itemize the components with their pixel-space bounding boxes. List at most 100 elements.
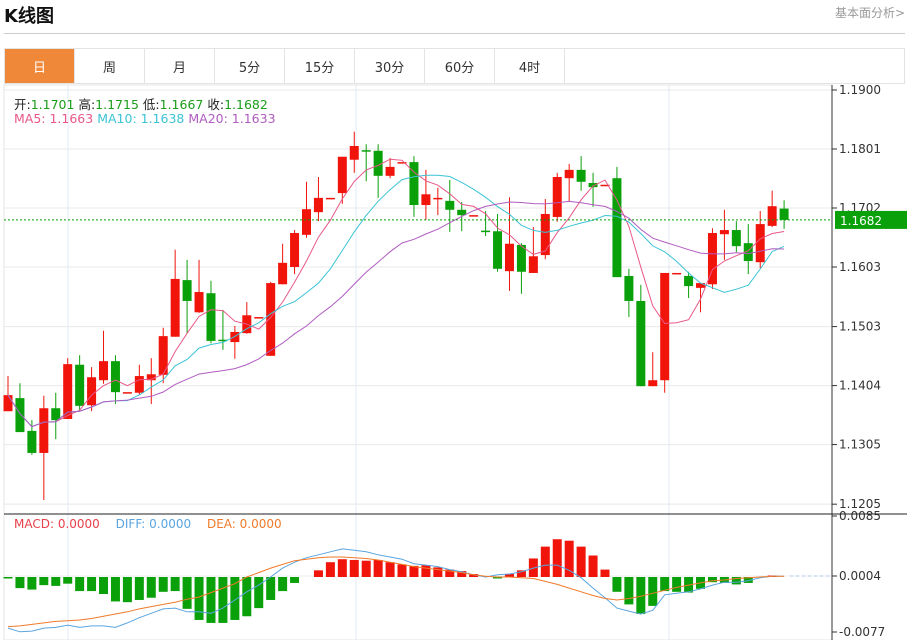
macd-bar <box>206 577 216 623</box>
candle-down <box>445 200 455 210</box>
macd-bar <box>373 559 383 577</box>
macd-bar <box>612 577 622 592</box>
ma10-legend: MA10: 1.1638 <box>97 111 185 126</box>
macd-bar <box>27 577 37 590</box>
tab-week[interactable]: 周 <box>75 49 145 83</box>
macd-bar <box>576 546 586 577</box>
candle-up <box>469 215 479 217</box>
macd-bar <box>707 577 717 583</box>
macd-bar <box>636 577 646 615</box>
macd-bar <box>648 577 658 606</box>
candle-down <box>684 275 694 287</box>
macd-bar <box>218 577 228 623</box>
macd-bars <box>3 539 777 623</box>
candle-up <box>99 361 109 381</box>
macd-legend: MACD: 0.0000 DIFF: 0.0000 DEA: 0.0000 <box>14 517 282 531</box>
candle-down <box>588 182 598 188</box>
high-label: 高: <box>78 97 96 112</box>
y-tick-label: 1.1205 <box>839 497 881 511</box>
tab-day[interactable]: 日 <box>5 49 75 83</box>
tab-5min[interactable]: 5分 <box>215 49 285 83</box>
macd-bar <box>588 555 598 577</box>
candle-up <box>158 336 168 375</box>
candle-up <box>433 197 443 200</box>
candle-up <box>266 283 276 356</box>
candles <box>3 131 789 501</box>
diff-value: DIFF: 0.0000 <box>115 517 192 531</box>
macd-bar <box>731 577 741 585</box>
candle-up <box>672 272 682 275</box>
candle-up <box>230 331 240 343</box>
macd-bar <box>146 577 156 598</box>
macd-bar <box>39 577 49 586</box>
page-title: K线图 <box>4 6 54 27</box>
macd-bar <box>278 577 288 592</box>
candle-down <box>75 364 85 406</box>
current-price-label: 1.1682 <box>840 214 882 228</box>
candle-down <box>779 208 789 220</box>
candle-down <box>206 293 216 341</box>
candle-up <box>755 224 765 263</box>
ma10-line <box>7 174 785 428</box>
candle-down <box>51 408 61 421</box>
candle-up <box>278 262 288 285</box>
y-tick-label: 1.1603 <box>839 260 881 274</box>
tab-60min[interactable]: 60分 <box>425 49 495 83</box>
tab-30min[interactable]: 30分 <box>355 49 425 83</box>
candle-down <box>576 169 586 182</box>
candle-up <box>385 166 395 176</box>
y-tick-label: 1.1900 <box>839 83 881 97</box>
close-value: 1.1682 <box>224 97 268 112</box>
open-value: 1.1701 <box>30 97 75 112</box>
macd-bar <box>540 546 550 577</box>
macd-bar <box>361 560 371 577</box>
macd-tick-label: 0.0085 <box>839 509 881 523</box>
macd-bar <box>385 562 395 577</box>
macd-bar <box>397 564 407 577</box>
fundamental-analysis-link[interactable]: 基本面分析> <box>834 6 905 20</box>
macd-bar <box>552 539 562 577</box>
candle-down <box>731 230 741 247</box>
candle-down <box>743 243 753 262</box>
tab-month[interactable]: 月 <box>145 49 215 83</box>
open-label: 开: <box>14 97 31 112</box>
candle-up <box>337 156 347 194</box>
macd-bar <box>3 577 13 579</box>
macd-bar <box>99 577 109 595</box>
candle-up <box>600 184 610 187</box>
candle-up <box>170 278 180 337</box>
candle-down <box>516 244 526 272</box>
candle-up <box>397 162 407 164</box>
ma20-legend: MA20: 1.1633 <box>188 111 276 126</box>
ohlc-legend: 开:1.1701 高:1.1715 低:1.1667 收:1.1682 <box>14 94 268 113</box>
candle-up <box>134 376 144 393</box>
candle-down <box>457 209 467 216</box>
close-label: 收: <box>207 97 225 112</box>
candle-up <box>313 197 323 213</box>
candle-up <box>194 292 204 313</box>
ma5-legend: MA5: 1.1663 <box>14 111 94 126</box>
macd-bar <box>457 571 467 577</box>
macd-bar <box>266 577 276 600</box>
candle-down <box>636 300 646 387</box>
candle-up <box>63 364 73 419</box>
candle-up <box>528 256 538 273</box>
high-value: 1.1715 <box>95 97 139 112</box>
candle-down <box>218 339 228 342</box>
tab-15min[interactable]: 15分 <box>285 49 355 83</box>
macd-bar <box>182 577 192 609</box>
candle-up <box>122 392 132 394</box>
candle-down <box>373 150 383 176</box>
macd-bar <box>110 577 120 602</box>
tab-4hour[interactable]: 4时 <box>495 49 565 83</box>
macd-bar <box>624 577 634 605</box>
macd-bar <box>469 574 479 577</box>
macd-bar <box>134 577 144 600</box>
dea-line <box>7 556 785 628</box>
dea-value: DEA: 0.0000 <box>206 517 282 531</box>
candle-up <box>719 230 729 235</box>
macd-tick-label: -0.0077 <box>839 625 885 639</box>
macd-bar <box>254 577 264 609</box>
candle-up <box>696 283 706 288</box>
